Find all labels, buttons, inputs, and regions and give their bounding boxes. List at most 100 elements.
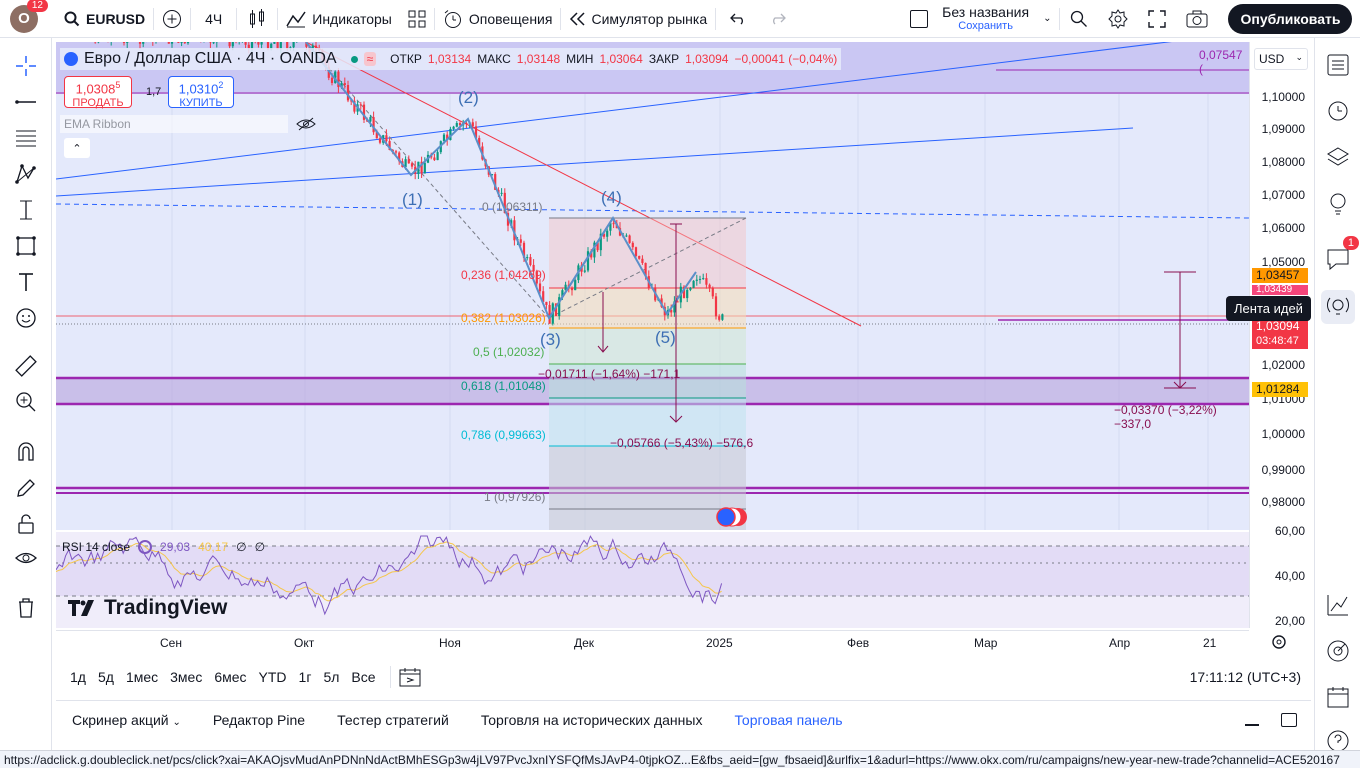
ideas-stream-button[interactable]: [1321, 290, 1355, 324]
emoji-tool[interactable]: [12, 304, 40, 332]
range-1y[interactable]: 1г: [298, 669, 312, 685]
layout-menu[interactable]: Без названия Сохранить ⌄: [902, 0, 1059, 38]
price-tag-current: 1,03094: [1252, 319, 1308, 334]
user-avatar[interactable]: O 12: [10, 0, 48, 33]
alerts-button[interactable]: Оповещения: [435, 0, 561, 38]
pattern-tool[interactable]: [12, 160, 40, 188]
clock[interactable]: 17:11:12 (UTC+3): [1189, 669, 1301, 685]
chart-pane[interactable]: (2) (1) (4) (3) (5) 0 (1,06311) 0,236 (1…: [56, 42, 1249, 530]
candles-icon: [250, 8, 265, 28]
tab-stock-screener[interactable]: Скринер акций ⌄: [56, 712, 197, 728]
quick-search-button[interactable]: [1060, 0, 1098, 38]
price-axis[interactable]: USD ⌄ 1,10000 1,09000 1,08000 1,07000 1,0…: [1249, 42, 1311, 628]
calendar-button[interactable]: [1323, 682, 1353, 712]
settings-button[interactable]: [1098, 0, 1138, 38]
time-axis[interactable]: Сен Окт Ноя Дек 2025 Фев Мар Апр 21: [56, 630, 1249, 654]
templates-button[interactable]: [400, 0, 434, 38]
dom-button[interactable]: [1323, 636, 1353, 666]
range-5d[interactable]: 5д: [97, 669, 114, 685]
fib-label: 0,236 (1,04269): [461, 268, 546, 282]
rectangle-icon: [16, 236, 36, 256]
fib-zone: [549, 364, 746, 398]
lock-tool[interactable]: [12, 510, 40, 538]
indicators-button[interactable]: Индикаторы: [278, 0, 400, 38]
candle-body: [420, 161, 423, 174]
legend-title: Евро / Доллар США · 4Ч · OANDA: [84, 50, 337, 67]
collapse-legend-button[interactable]: ⌃: [64, 138, 90, 158]
axis-settings-button[interactable]: [1270, 633, 1288, 654]
candle-body: [410, 163, 414, 167]
visibility-tool[interactable]: [12, 544, 40, 572]
time-label: Фев: [847, 636, 870, 650]
tab-trading-panel[interactable]: Торговая панель: [734, 711, 843, 728]
symbol-search[interactable]: EURUSD: [56, 0, 153, 38]
tab-strategy-tester[interactable]: Тестер стратегий: [337, 711, 449, 728]
candle-body: [449, 128, 452, 141]
buy-button[interactable]: 1,03102 КУПИТЬ: [168, 76, 234, 109]
range-1d[interactable]: 1д: [70, 669, 86, 685]
calendar-icon: [1327, 687, 1349, 708]
range-3m[interactable]: 3мес: [170, 669, 203, 685]
tab-replay-trading[interactable]: Торговля на исторических данных: [480, 711, 703, 728]
candle-body: [231, 42, 234, 47]
minimize-panel-button[interactable]: [1245, 723, 1259, 726]
fib-label: 1 (0,97926): [484, 490, 546, 504]
fib-label: 0,5 (1,02032): [473, 345, 545, 359]
indicator-legend[interactable]: EMA Ribbon: [60, 115, 288, 133]
alerts-panel-button[interactable]: [1323, 95, 1353, 125]
candle-body: [526, 257, 529, 259]
crosshair-icon: [16, 56, 36, 76]
candle-body: [138, 42, 142, 44]
fullscreen-button[interactable]: [1138, 0, 1176, 38]
measure-tool[interactable]: [12, 352, 40, 380]
indicators-label: Индикаторы: [312, 10, 392, 27]
snapshot-button[interactable]: [1176, 0, 1218, 38]
replay-button[interactable]: Симулятор рынка: [561, 0, 715, 38]
zoom-tool[interactable]: [12, 388, 40, 416]
goto-date-button[interactable]: [399, 667, 421, 687]
remove-drawings-tool[interactable]: [12, 594, 40, 622]
hide-indicator-button[interactable]: [296, 116, 316, 135]
interval-button[interactable]: 4Ч: [191, 0, 236, 38]
tab-pine-editor[interactable]: Редактор Pine: [212, 711, 306, 728]
crosshair-tool[interactable]: [12, 52, 40, 80]
undo-button[interactable]: [716, 0, 760, 38]
maximize-panel-button[interactable]: [1281, 712, 1297, 727]
publish-button[interactable]: Опубликовать: [1228, 3, 1353, 34]
magnet-tool[interactable]: [12, 438, 40, 466]
redo-button[interactable]: [760, 0, 796, 38]
candle-body: [183, 42, 186, 44]
high-value: 1,03148: [516, 52, 561, 66]
fib-tool[interactable]: [12, 124, 40, 152]
trading-panel-button[interactable]: [1323, 590, 1353, 620]
watchlist-button[interactable]: [1323, 50, 1353, 80]
currency-selector[interactable]: USD ⌄: [1254, 48, 1308, 70]
candle-body: [583, 270, 586, 272]
range-1m[interactable]: 1мес: [125, 669, 159, 685]
rsi-legend[interactable]: RSI 14 close 29,03 40,17 ∅ ∅: [62, 540, 265, 554]
range-all[interactable]: Все: [351, 669, 376, 685]
sell-price: 1,0308: [75, 81, 116, 97]
trend-line-tool[interactable]: [12, 88, 40, 116]
candle-body: [721, 314, 724, 320]
range-ytd[interactable]: YTD: [258, 669, 287, 685]
rsi-pane[interactable]: RSI 14 close 29,03 40,17 ∅ ∅ TradingView: [56, 532, 1249, 628]
object-tree-button[interactable]: [1323, 142, 1353, 172]
layout-save-status[interactable]: Сохранить: [958, 19, 1013, 32]
stay-in-drawing-tool[interactable]: [12, 474, 40, 502]
event-icon-economic[interactable]: [716, 507, 736, 527]
candle-body: [334, 71, 337, 83]
sell-button[interactable]: 1,03085 ПРОДАТЬ: [64, 76, 132, 109]
chart-type-button[interactable]: [237, 0, 277, 38]
projection-tool[interactable]: [12, 196, 40, 224]
buy-price: 1,0310: [178, 81, 219, 97]
chats-button[interactable]: 1: [1323, 236, 1359, 274]
shape-tool[interactable]: [12, 232, 40, 260]
price-tag-yellow: 1,01284: [1252, 382, 1308, 397]
text-tool[interactable]: [12, 268, 40, 296]
hotlists-button[interactable]: [1323, 188, 1353, 218]
range-5y[interactable]: 5л: [323, 669, 340, 685]
range-6m[interactable]: 6мес: [214, 669, 247, 685]
symbol-legend[interactable]: Евро / Доллар США · 4Ч · OANDA ≈ ОТКР 1,0…: [60, 48, 842, 70]
compare-button[interactable]: [154, 0, 190, 38]
